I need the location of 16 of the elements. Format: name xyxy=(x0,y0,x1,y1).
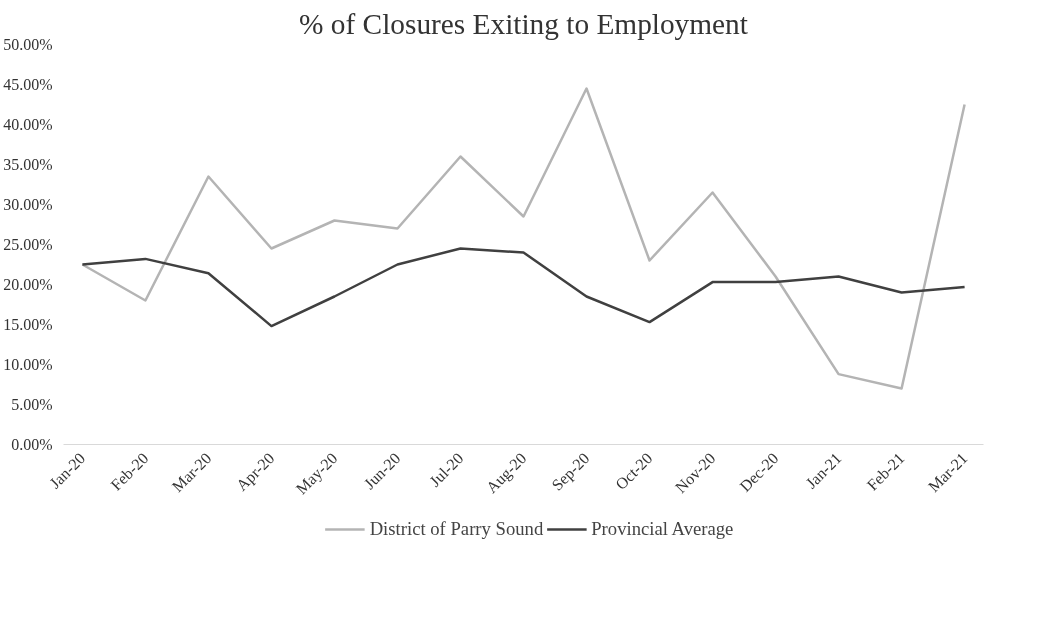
y-tick-label: 50.00% xyxy=(3,36,53,53)
y-tick-label: 15.00% xyxy=(3,316,53,333)
y-tick-label: 25.00% xyxy=(3,236,53,253)
line-series xyxy=(81,247,966,328)
y-tick-label: 30.00% xyxy=(3,196,53,213)
chart-title: % of Closures Exiting to Employment xyxy=(299,7,748,40)
y-tick-label: 10.00% xyxy=(3,356,53,373)
y-tick-label: 5.00% xyxy=(11,396,53,413)
y-tick-label: 35.00% xyxy=(3,156,53,173)
legend-label: Provincial Average xyxy=(591,517,734,540)
legend-label: District of Parry Sound xyxy=(369,517,544,540)
y-tick-label: 20.00% xyxy=(3,276,53,293)
y-tick-label: 45.00% xyxy=(3,76,53,93)
y-tick-label: 40.00% xyxy=(3,116,53,133)
line-series xyxy=(81,87,966,390)
y-tick-label: 0.00% xyxy=(11,436,53,453)
